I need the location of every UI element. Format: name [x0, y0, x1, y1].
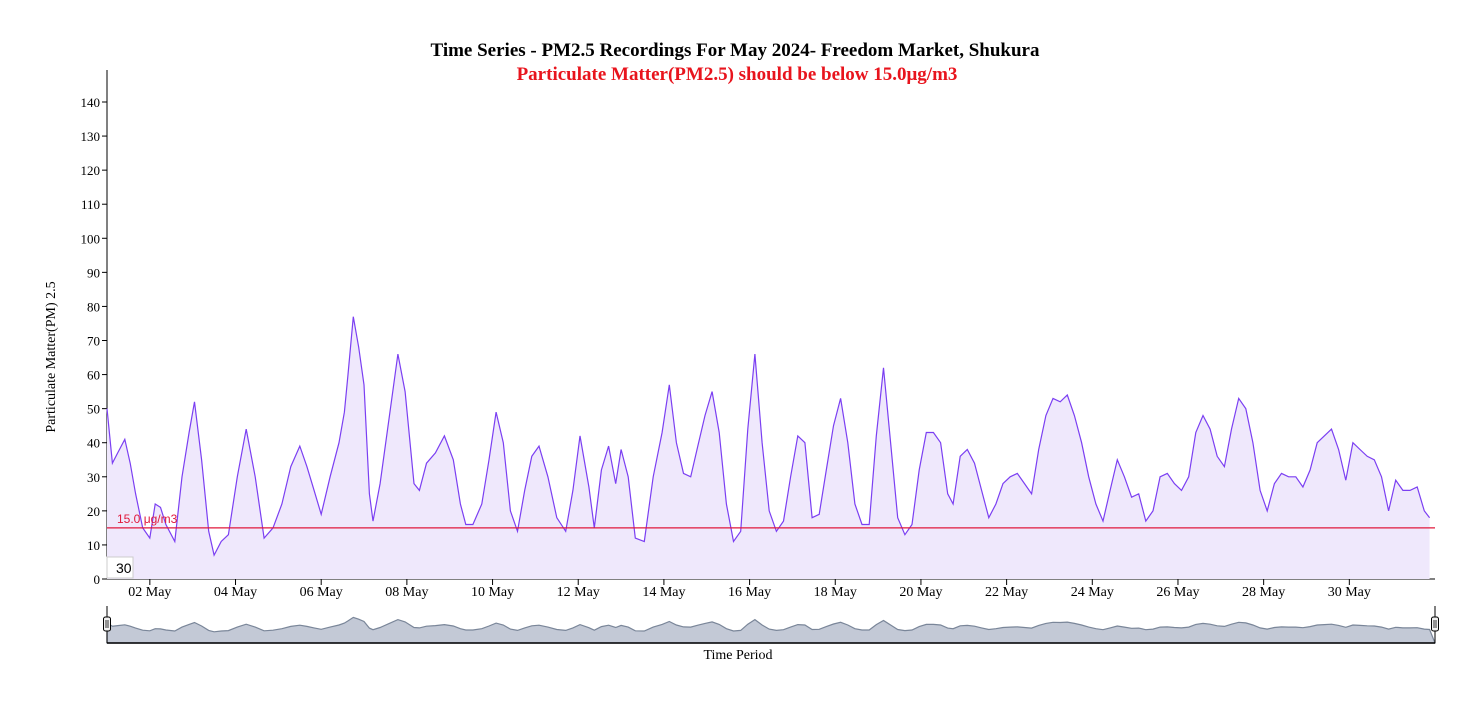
y-tick-label: 40 — [87, 436, 100, 451]
x-tick-label: 08 May — [385, 585, 428, 600]
x-tick-label: 06 May — [300, 585, 343, 600]
y-axis-ticks: 0 10 20 30 40 50 60 70 80 90 100 110 120 130 140 — [81, 95, 107, 587]
rolling-window-box[interactable]: 30 — [106, 556, 134, 579]
y-tick-label: 0 — [94, 572, 101, 587]
y-tick-label: 30 — [87, 470, 100, 485]
x-tick-label: 18 May — [814, 585, 857, 600]
y-tick-label: 10 — [87, 538, 100, 553]
x-tick-label: 04 May — [214, 585, 257, 600]
chart-subtitle: Particulate Matter(PM2.5) should be belo… — [516, 64, 958, 85]
x-tick-label: 28 May — [1242, 585, 1285, 600]
x-tick-label: 26 May — [1156, 585, 1199, 600]
x-tick-label: 22 May — [985, 585, 1028, 600]
y-tick-label: 90 — [87, 265, 100, 280]
x-tick-label: 24 May — [1071, 585, 1114, 600]
x-tick-label: 02 May — [128, 585, 171, 600]
x-axis-ticks: 02 May 04 May 06 May 08 May 10 May 12 May 14 M… — [128, 579, 1371, 600]
y-axis-label: Particulate Matter(PM) 2.5 — [44, 281, 59, 432]
threshold-label: 15.0 μg/m3 — [117, 512, 178, 526]
y-tick-label: 60 — [87, 368, 100, 383]
navigator-left-handle[interactable] — [103, 616, 111, 632]
x-tick-label: 12 May — [557, 585, 600, 600]
y-tick-label: 50 — [87, 402, 100, 417]
pm25-series-line[interactable] — [106, 316, 1431, 557]
chart-title: Time Series - PM2.5 Recordings For May 2… — [430, 40, 1040, 61]
y-tick-label: 130 — [81, 129, 101, 144]
y-tick-label: 140 — [81, 95, 101, 110]
x-tick-label: 10 May — [471, 585, 514, 600]
x-axis-label: Time Period — [703, 648, 772, 663]
x-tick-label: 14 May — [642, 585, 685, 600]
range-navigator[interactable] — [103, 606, 1439, 644]
x-tick-label: 20 May — [899, 585, 942, 600]
rolling-window-label: 30 — [116, 560, 132, 576]
y-tick-label: 80 — [87, 299, 100, 314]
navigator-area — [106, 616, 1436, 644]
y-tick-label: 120 — [81, 163, 101, 178]
y-tick-label: 70 — [87, 334, 100, 349]
y-tick-label: 110 — [81, 197, 100, 212]
x-tick-label: 16 May — [728, 585, 771, 600]
y-tick-label: 100 — [81, 231, 101, 246]
y-tick-label: 20 — [87, 504, 100, 519]
navigator-right-handle[interactable] — [1431, 616, 1439, 632]
pm25-area-fill — [107, 316, 1430, 579]
x-tick-label: 30 May — [1328, 585, 1371, 600]
